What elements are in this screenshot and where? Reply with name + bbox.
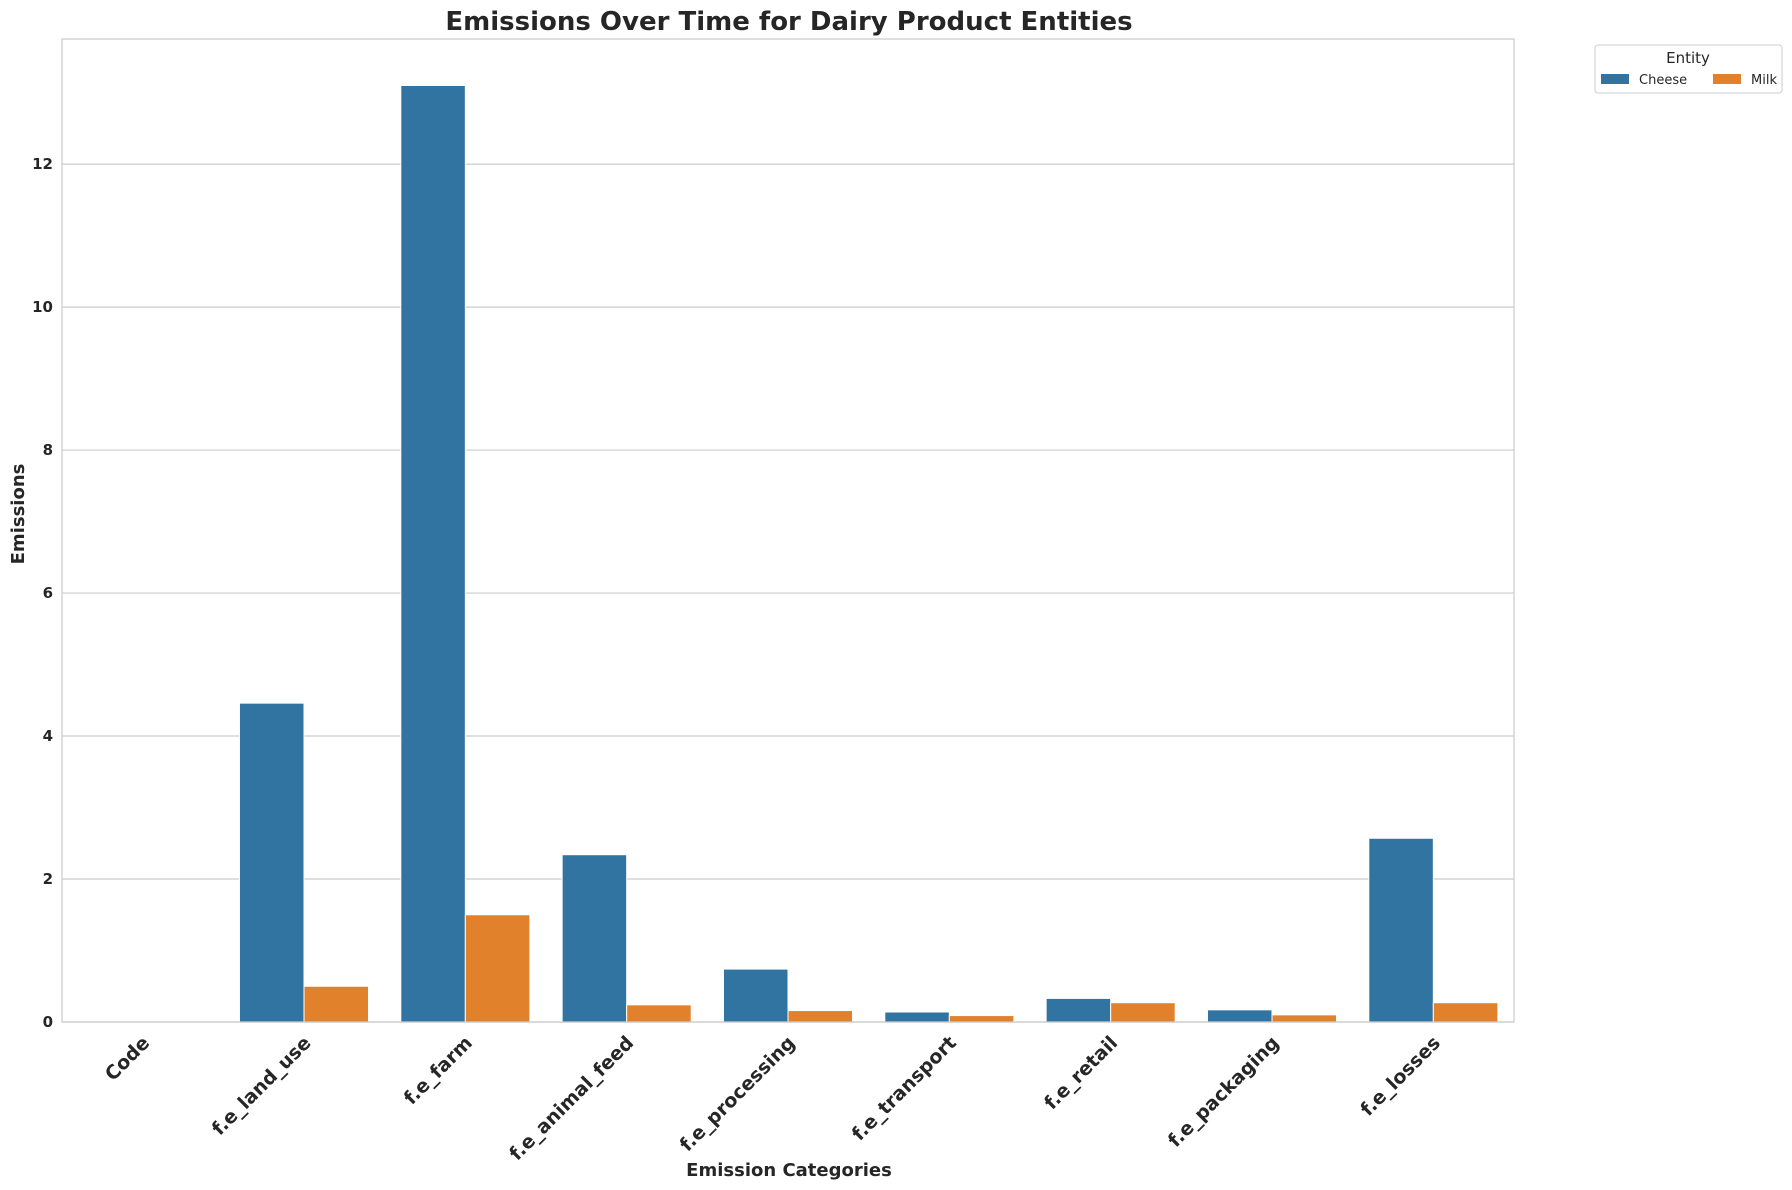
legend: Entity Cheese Milk [1594, 44, 1783, 94]
legend-swatch-milk [1713, 74, 1741, 84]
x-tick-label: f.e_land_use [208, 1032, 316, 1140]
plot-frame [61, 38, 1515, 1023]
bar-cheese-5 [884, 1011, 950, 1023]
bar-milk-1 [303, 985, 370, 1023]
legend-title: Entity [1666, 49, 1710, 67]
bar-cheese-1 [238, 702, 305, 1023]
x-tick-label: f.e_packaging [1164, 1032, 1284, 1152]
y-tick-label: 8 [43, 441, 53, 459]
bar-cheese-6 [1045, 997, 1112, 1023]
bar-milk-4 [787, 1010, 854, 1023]
bar-milk-6 [1110, 1002, 1176, 1023]
y-tick-label: 10 [32, 298, 53, 316]
x-axis-label: Emission Categories [686, 1160, 892, 1181]
bar-cheese-7 [1206, 1009, 1273, 1023]
x-tick-label: f.e_farm [400, 1032, 477, 1109]
bar-cheese-2 [400, 84, 466, 1023]
legend-label-milk: Milk [1751, 73, 1777, 88]
y-tick-label: 2 [43, 870, 53, 888]
bar-cheese-8 [1368, 837, 1434, 1023]
x-tick-label: f.e_processing [676, 1032, 800, 1156]
x-tick-label: f.e_animal_feed [505, 1032, 638, 1165]
y-tick-label: 0 [43, 1013, 53, 1031]
bar-milk-7 [1271, 1014, 1338, 1023]
chart-title: Emissions Over Time for Dairy Product En… [445, 7, 1132, 37]
legend-swatch-cheese [1601, 74, 1629, 84]
bar-milk-5 [948, 1015, 1015, 1023]
y-axis-ticks: 0 2 4 6 8 10 12 [32, 155, 53, 1031]
y-tick-label: 12 [32, 155, 53, 173]
x-tick-label: Code [101, 1032, 154, 1085]
legend-label-cheese: Cheese [1639, 73, 1687, 88]
x-axis-ticks: Code f.e_land_use f.e_farm f.e_animal_feed f… [101, 1032, 1445, 1165]
bar-cheese-3 [561, 854, 628, 1023]
bar-cheese-4 [722, 968, 789, 1023]
y-tick-label: 4 [43, 727, 53, 745]
x-tick-label: f.e_losses [1356, 1032, 1445, 1121]
y-axis-label: Emissions [8, 464, 29, 565]
x-tick-label: f.e_retail [1040, 1032, 1122, 1114]
x-tick-label: f.e_transport [848, 1032, 961, 1145]
bar-milk-3 [626, 1004, 692, 1023]
bar-milk-8 [1432, 1002, 1499, 1023]
bar-milk-2 [464, 914, 531, 1023]
y-tick-label: 6 [43, 584, 53, 602]
